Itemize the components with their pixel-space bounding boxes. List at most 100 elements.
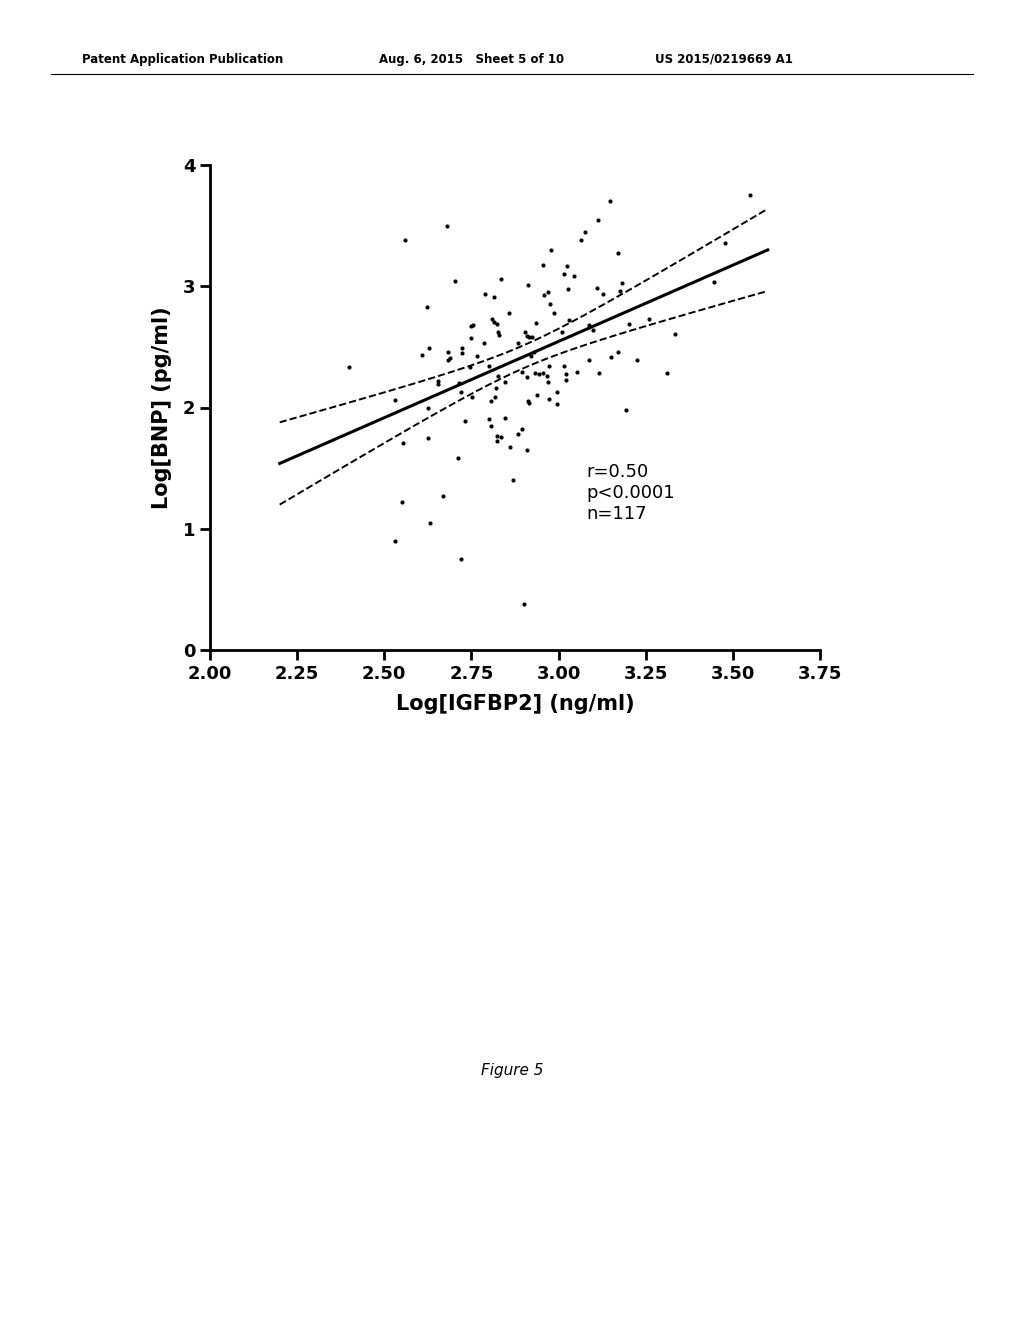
Point bbox=[430, 371, 446, 392]
Point bbox=[629, 350, 645, 371]
Point bbox=[463, 315, 479, 337]
Point bbox=[419, 297, 435, 318]
Point bbox=[573, 228, 590, 249]
Point bbox=[590, 210, 606, 231]
Y-axis label: Log[BNP] (pg/ml): Log[BNP] (pg/ml) bbox=[152, 306, 172, 508]
Point bbox=[490, 322, 507, 343]
Point bbox=[497, 371, 513, 392]
Point bbox=[540, 371, 556, 392]
Point bbox=[519, 275, 536, 296]
Point bbox=[453, 381, 469, 403]
Point bbox=[540, 281, 556, 302]
Point bbox=[539, 366, 555, 387]
Point bbox=[559, 279, 575, 300]
Point bbox=[658, 363, 675, 384]
Point bbox=[493, 269, 509, 290]
Point bbox=[568, 362, 585, 383]
Point bbox=[523, 345, 540, 366]
Point bbox=[518, 367, 535, 388]
Point bbox=[481, 355, 498, 376]
Point bbox=[387, 531, 403, 552]
Point bbox=[488, 425, 505, 446]
Point bbox=[477, 284, 494, 305]
Point bbox=[453, 549, 469, 570]
Point bbox=[559, 256, 575, 277]
Text: Aug. 6, 2015   Sheet 5 of 10: Aug. 6, 2015 Sheet 5 of 10 bbox=[379, 53, 564, 66]
Point bbox=[454, 337, 470, 358]
Point bbox=[548, 381, 564, 403]
Point bbox=[589, 277, 605, 298]
Point bbox=[485, 312, 502, 333]
Point bbox=[742, 185, 759, 206]
Point bbox=[519, 391, 536, 412]
Point bbox=[603, 346, 620, 367]
Point bbox=[485, 286, 502, 308]
Point bbox=[450, 447, 466, 469]
Point bbox=[420, 428, 436, 449]
Point bbox=[536, 285, 552, 306]
Point bbox=[446, 271, 463, 292]
Point bbox=[475, 333, 492, 354]
Point bbox=[394, 433, 411, 454]
Point bbox=[387, 389, 403, 411]
Point bbox=[483, 416, 500, 437]
Point bbox=[530, 364, 547, 385]
Point bbox=[541, 355, 557, 376]
Point bbox=[457, 411, 473, 432]
Point bbox=[515, 594, 531, 615]
Point bbox=[420, 397, 436, 418]
Point bbox=[414, 345, 430, 366]
Point bbox=[621, 313, 637, 334]
Point bbox=[558, 363, 574, 384]
Point bbox=[490, 325, 507, 346]
Point bbox=[557, 370, 573, 391]
Point bbox=[442, 347, 459, 368]
Point bbox=[463, 327, 479, 348]
Point bbox=[397, 230, 414, 251]
Point bbox=[614, 272, 631, 293]
Point bbox=[486, 387, 503, 408]
X-axis label: Log[IGFBP2] (ng/ml): Log[IGFBP2] (ng/ml) bbox=[395, 694, 634, 714]
Point bbox=[618, 400, 635, 421]
Point bbox=[469, 345, 485, 366]
Point bbox=[536, 255, 552, 276]
Point bbox=[490, 366, 507, 387]
Point bbox=[481, 409, 498, 430]
Point bbox=[462, 356, 478, 378]
Point bbox=[577, 222, 593, 243]
Point bbox=[435, 486, 452, 507]
Point bbox=[422, 512, 438, 533]
Point bbox=[454, 343, 470, 364]
Point bbox=[581, 314, 597, 335]
Point bbox=[707, 271, 723, 292]
Point bbox=[535, 363, 551, 384]
Text: r=0.50
p<0.0001
n=117: r=0.50 p<0.0001 n=117 bbox=[587, 463, 675, 523]
Point bbox=[465, 314, 481, 335]
Point bbox=[440, 341, 457, 362]
Point bbox=[543, 240, 559, 261]
Point bbox=[421, 338, 437, 359]
Point bbox=[542, 294, 558, 315]
Text: US 2015/0219669 A1: US 2015/0219669 A1 bbox=[655, 53, 794, 66]
Point bbox=[430, 374, 446, 395]
Point bbox=[542, 388, 558, 409]
Point bbox=[451, 372, 467, 393]
Point bbox=[510, 424, 526, 445]
Text: Figure 5: Figure 5 bbox=[480, 1063, 544, 1077]
Point bbox=[581, 350, 597, 371]
Point bbox=[439, 350, 456, 371]
Point bbox=[554, 321, 570, 342]
Point bbox=[523, 326, 540, 347]
Point bbox=[501, 302, 517, 323]
Point bbox=[556, 355, 572, 376]
Point bbox=[482, 391, 499, 412]
Point bbox=[526, 341, 543, 362]
Point bbox=[439, 215, 456, 236]
Point bbox=[393, 491, 410, 512]
Point bbox=[561, 309, 578, 330]
Point bbox=[667, 323, 683, 345]
Point bbox=[602, 191, 618, 213]
Point bbox=[521, 392, 538, 413]
Point bbox=[505, 470, 521, 491]
Point bbox=[517, 322, 534, 343]
